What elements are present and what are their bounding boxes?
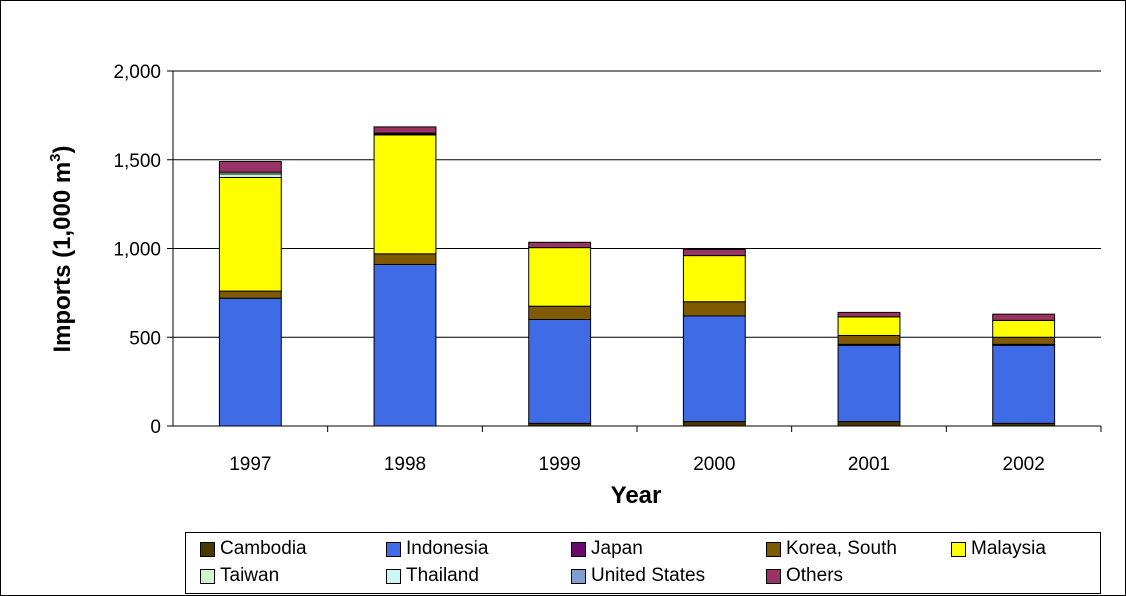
bar-segment xyxy=(528,241,592,249)
legend-swatch xyxy=(766,541,781,557)
legend: Cambodia Indonesia Japan Korea, South Malays… xyxy=(185,532,1101,594)
y-axis-title-close: ) xyxy=(49,145,76,153)
legend-label: Malaysia xyxy=(971,538,1046,559)
legend-label: Cambodia xyxy=(220,538,307,559)
bar-segment xyxy=(373,134,437,255)
bar-segment xyxy=(528,319,592,424)
bar-segment xyxy=(837,316,901,336)
bar-segment xyxy=(837,344,901,423)
legend-item: Others xyxy=(766,563,843,589)
bar-segment xyxy=(373,253,437,265)
x-tick-label: 1998 xyxy=(384,454,426,475)
bar-segment xyxy=(218,161,282,173)
legend-item: Cambodia xyxy=(200,536,307,562)
bar-segment xyxy=(373,263,437,427)
legend-swatch xyxy=(571,568,586,584)
legend-label: Taiwan xyxy=(220,565,280,586)
legend-label: United States xyxy=(591,565,706,586)
legend-label: Japan xyxy=(591,538,643,559)
bar-segment xyxy=(837,311,901,318)
bar-segment xyxy=(528,305,592,320)
legend-item: Japan xyxy=(571,536,643,562)
bar-segment xyxy=(218,297,282,427)
y-tick-label: 1,000 xyxy=(113,240,161,261)
legend-label: Thailand xyxy=(406,565,479,586)
y-axis-title-main: Imports (1,000 m xyxy=(49,162,76,353)
bar-segment xyxy=(218,290,282,299)
legend-swatch xyxy=(200,541,215,557)
legend-item: Malaysia xyxy=(951,536,1046,562)
x-axis-title: Year xyxy=(611,482,662,509)
bar-segment xyxy=(528,247,592,307)
bar-segment xyxy=(682,315,746,423)
legend-item: Taiwan xyxy=(200,563,279,589)
legend-label: Indonesia xyxy=(406,538,489,559)
legend-item: United States xyxy=(571,563,705,589)
legend-label: Korea, South xyxy=(786,538,897,559)
legend-item: Indonesia xyxy=(386,536,488,562)
bar-segment xyxy=(837,421,901,427)
bar-segment xyxy=(682,421,746,427)
bar-segment xyxy=(992,336,1056,345)
y-tick-label: 500 xyxy=(129,328,161,349)
bar-segment xyxy=(992,313,1056,321)
x-tick-label: 1999 xyxy=(539,454,581,475)
bar-segment xyxy=(992,344,1056,424)
y-tick-label: 1,500 xyxy=(113,151,161,172)
legend-swatch xyxy=(571,541,586,557)
legend-swatch xyxy=(200,568,215,584)
y-tick-label: 2,000 xyxy=(113,62,161,83)
x-tick-label: 2002 xyxy=(1003,454,1045,475)
legend-label: Others xyxy=(786,565,844,586)
legend-item: Thailand xyxy=(386,563,479,589)
bar-segment xyxy=(992,319,1056,338)
x-tick-label: 2000 xyxy=(693,454,735,475)
x-tick-label: 2001 xyxy=(848,454,890,475)
bar-segment xyxy=(837,334,901,345)
legend-item: Korea, South xyxy=(766,536,897,562)
legend-swatch xyxy=(766,568,781,584)
bar-segment xyxy=(218,173,282,178)
bar-segment xyxy=(682,255,746,303)
legend-swatch xyxy=(951,541,966,557)
legend-swatch xyxy=(386,541,401,557)
x-tick-label: 1997 xyxy=(229,454,271,475)
gridlines xyxy=(173,70,1101,338)
bar-segment xyxy=(682,301,746,317)
y-axis-title-sup: 3 xyxy=(47,153,64,161)
bars xyxy=(218,126,1056,427)
bar-segment xyxy=(218,177,282,292)
axes xyxy=(167,70,1102,432)
legend-swatch xyxy=(386,568,401,584)
y-tick-label: 0 xyxy=(150,417,161,438)
bar-segment xyxy=(373,126,437,134)
y-tick-labels: 0 500 1,000 1,500 2,000 xyxy=(113,62,161,438)
bar-segment xyxy=(682,248,746,257)
x-tick-labels: 1997 1998 1999 2000 2001 2002 xyxy=(229,454,1045,475)
y-axis-title: Imports (1,000 m3) xyxy=(47,145,76,352)
